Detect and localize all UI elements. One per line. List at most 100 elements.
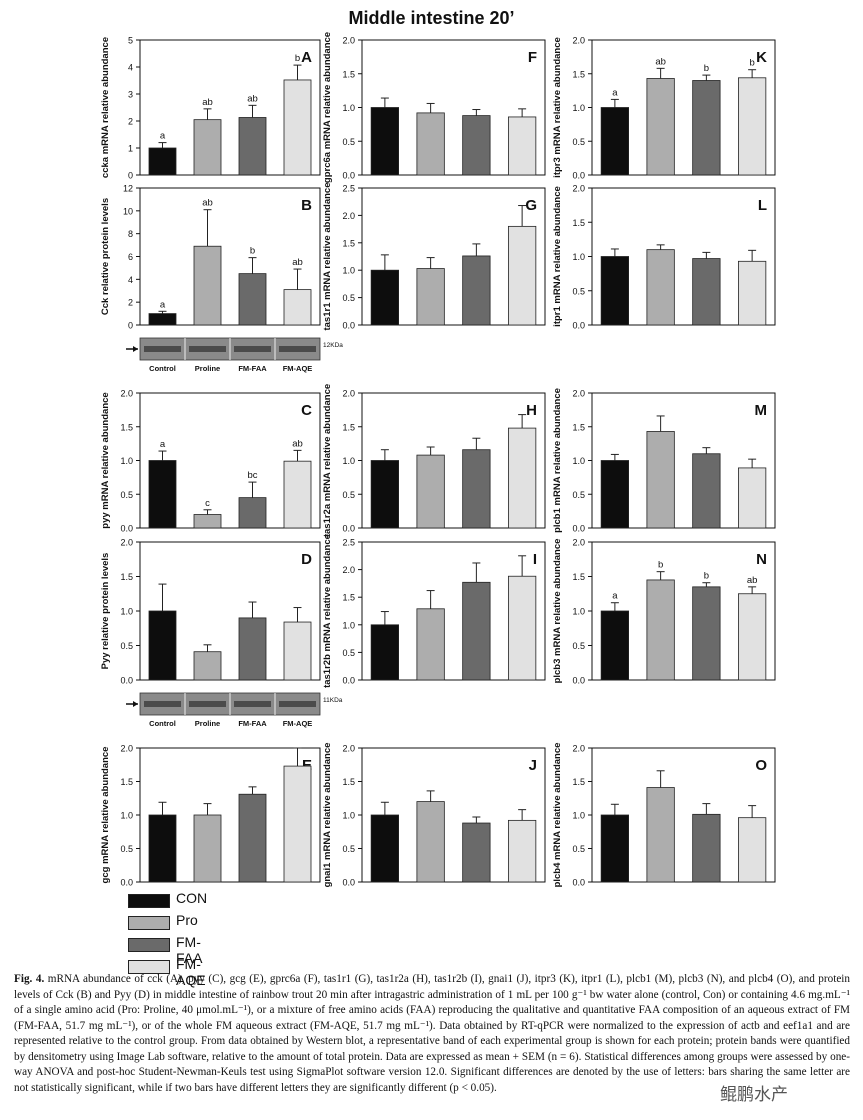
y-axis-label: gprc6a mRNA relative abundance [322, 32, 333, 183]
y-axis-label: tas1r1 mRNA relative abundance [322, 182, 333, 330]
bar-pro [646, 787, 675, 883]
panel-c: 0.0 0.5 1.0 1.5 2.0 pyy mRNA relative abundan… [100, 389, 321, 534]
bar-fm-aqe [738, 467, 767, 529]
blot-lane-label: FM-FAA [238, 719, 267, 728]
y-tick-label: 2.5 [342, 184, 355, 194]
blot-lane-label: FM-AQE [283, 364, 313, 373]
bar-pro [193, 119, 222, 176]
y-tick-label: 2 [128, 298, 133, 308]
panel-letter: O [755, 757, 767, 774]
panel-letter: H [526, 402, 537, 419]
bar-fm-aqe [507, 427, 537, 529]
blot-lane-label: Control [149, 719, 176, 728]
significance-letter: b [295, 53, 300, 64]
panel-g-frame [361, 187, 546, 326]
legend-swatch-fm-aqe [128, 960, 170, 974]
y-tick-label: 3 [128, 90, 133, 100]
significance-letter: a [612, 87, 618, 98]
bar-fm-faa [692, 258, 721, 326]
y-axis-label: gcg mRNA relative abundance [100, 747, 111, 884]
bar-fm-faa [238, 497, 267, 529]
significance-letter: a [160, 439, 166, 450]
y-tick-label: 4 [128, 275, 133, 285]
bar-fm-aqe [283, 765, 312, 883]
y-tick-label: 0.0 [120, 524, 133, 534]
bar-pro [646, 78, 675, 176]
y-tick-label: 1.0 [572, 811, 585, 821]
legend-label-fm-aqe: FM-AQE [176, 956, 206, 988]
y-tick-label: 1.0 [342, 266, 355, 276]
y-tick-label: 0.0 [120, 676, 133, 686]
bar-con [370, 107, 399, 176]
y-tick-label: 2.0 [342, 744, 355, 754]
y-tick-label: 0.5 [342, 648, 355, 658]
y-tick-label: 4 [128, 63, 133, 73]
y-tick-label: 2.0 [572, 389, 585, 399]
blot-band [144, 701, 181, 707]
y-tick-label: 0 [128, 171, 133, 181]
y-tick-label: 0.5 [572, 844, 585, 854]
y-tick-label: 0.5 [342, 293, 355, 303]
y-tick-label: 1.5 [572, 69, 585, 79]
bar-con [148, 313, 177, 326]
bar-pro [193, 245, 222, 326]
significance-letter: a [160, 131, 166, 142]
bar-pro [416, 608, 445, 681]
y-tick-label: 1.0 [572, 103, 585, 113]
bar-fm-aqe [507, 225, 537, 326]
bar-fm-aqe [283, 621, 312, 681]
panel-h: 0.0 0.5 1.0 1.5 2.0 tas1r2a mRNA relative abu… [322, 384, 546, 537]
bar-pro [416, 112, 445, 176]
y-tick-label: 1.5 [572, 572, 585, 582]
bar-con [370, 460, 399, 529]
y-tick-label: 2.0 [120, 538, 133, 548]
significance-letter: ab [655, 56, 666, 67]
bar-fm-faa [462, 449, 491, 529]
bar-con [148, 147, 177, 176]
blot-lane-label: FM-FAA [238, 364, 267, 373]
y-tick-label: 6 [128, 252, 133, 262]
y-tick-label: 2.0 [120, 744, 133, 754]
y-axis-label: tas1r2b mRNA relative abundance [322, 534, 333, 688]
bar-con [148, 610, 177, 681]
blot-band [189, 701, 226, 707]
panel-letter: M [755, 402, 768, 419]
y-tick-label: 0.5 [342, 490, 355, 500]
y-axis-label: Cck relative protein levels [100, 198, 111, 315]
y-tick-label: 1.5 [572, 422, 585, 432]
blot-lane-label: Proline [195, 364, 220, 373]
panel-e: 0.0 0.5 1.0 1.5 2.0 gcg mRNA relative abundan… [100, 744, 321, 888]
y-axis-label: itpr3 mRNA relative abundance [552, 37, 563, 178]
y-tick-label: 0.0 [572, 321, 585, 331]
y-tick-label: 0.0 [342, 524, 355, 534]
significance-letter: b [704, 571, 709, 582]
y-tick-label: 2.0 [572, 538, 585, 548]
significance-letter: b [250, 246, 255, 257]
y-tick-label: 0.0 [342, 676, 355, 686]
y-axis-label: plcb1 mRNA relative abundance [552, 388, 563, 533]
y-tick-label: 1.5 [342, 422, 355, 432]
significance-letter: a [160, 299, 166, 310]
bar-fm-faa [238, 273, 267, 326]
bar-fm-faa [462, 255, 491, 326]
y-axis-label: itpr1 mRNA relative abundance [552, 186, 563, 327]
blot-band [189, 346, 226, 352]
y-axis-label: plcb3 mRNA relative abundance [552, 539, 563, 684]
y-tick-label: 1.5 [342, 777, 355, 787]
bar-fm-aqe [283, 289, 312, 326]
legend-label-con: CON [176, 890, 208, 906]
bar-fm-faa [462, 581, 491, 681]
significance-letter: c [205, 498, 210, 509]
bar-con [600, 460, 630, 529]
y-tick-label: 2.0 [572, 184, 585, 194]
significance-letter: b [658, 560, 663, 571]
y-tick-label: 1 [128, 144, 133, 154]
bar-fm-aqe [507, 819, 537, 883]
y-tick-label: 10 [123, 206, 133, 216]
significance-letter: bc [247, 470, 257, 481]
y-tick-label: 2.0 [342, 36, 355, 46]
panel-letter: F [528, 49, 537, 66]
panel-d: 0.0 0.5 1.0 1.5 2.0 Pyy relative protein leve… [100, 538, 343, 729]
blot-band [144, 346, 181, 352]
y-tick-label: 0.5 [120, 641, 133, 651]
